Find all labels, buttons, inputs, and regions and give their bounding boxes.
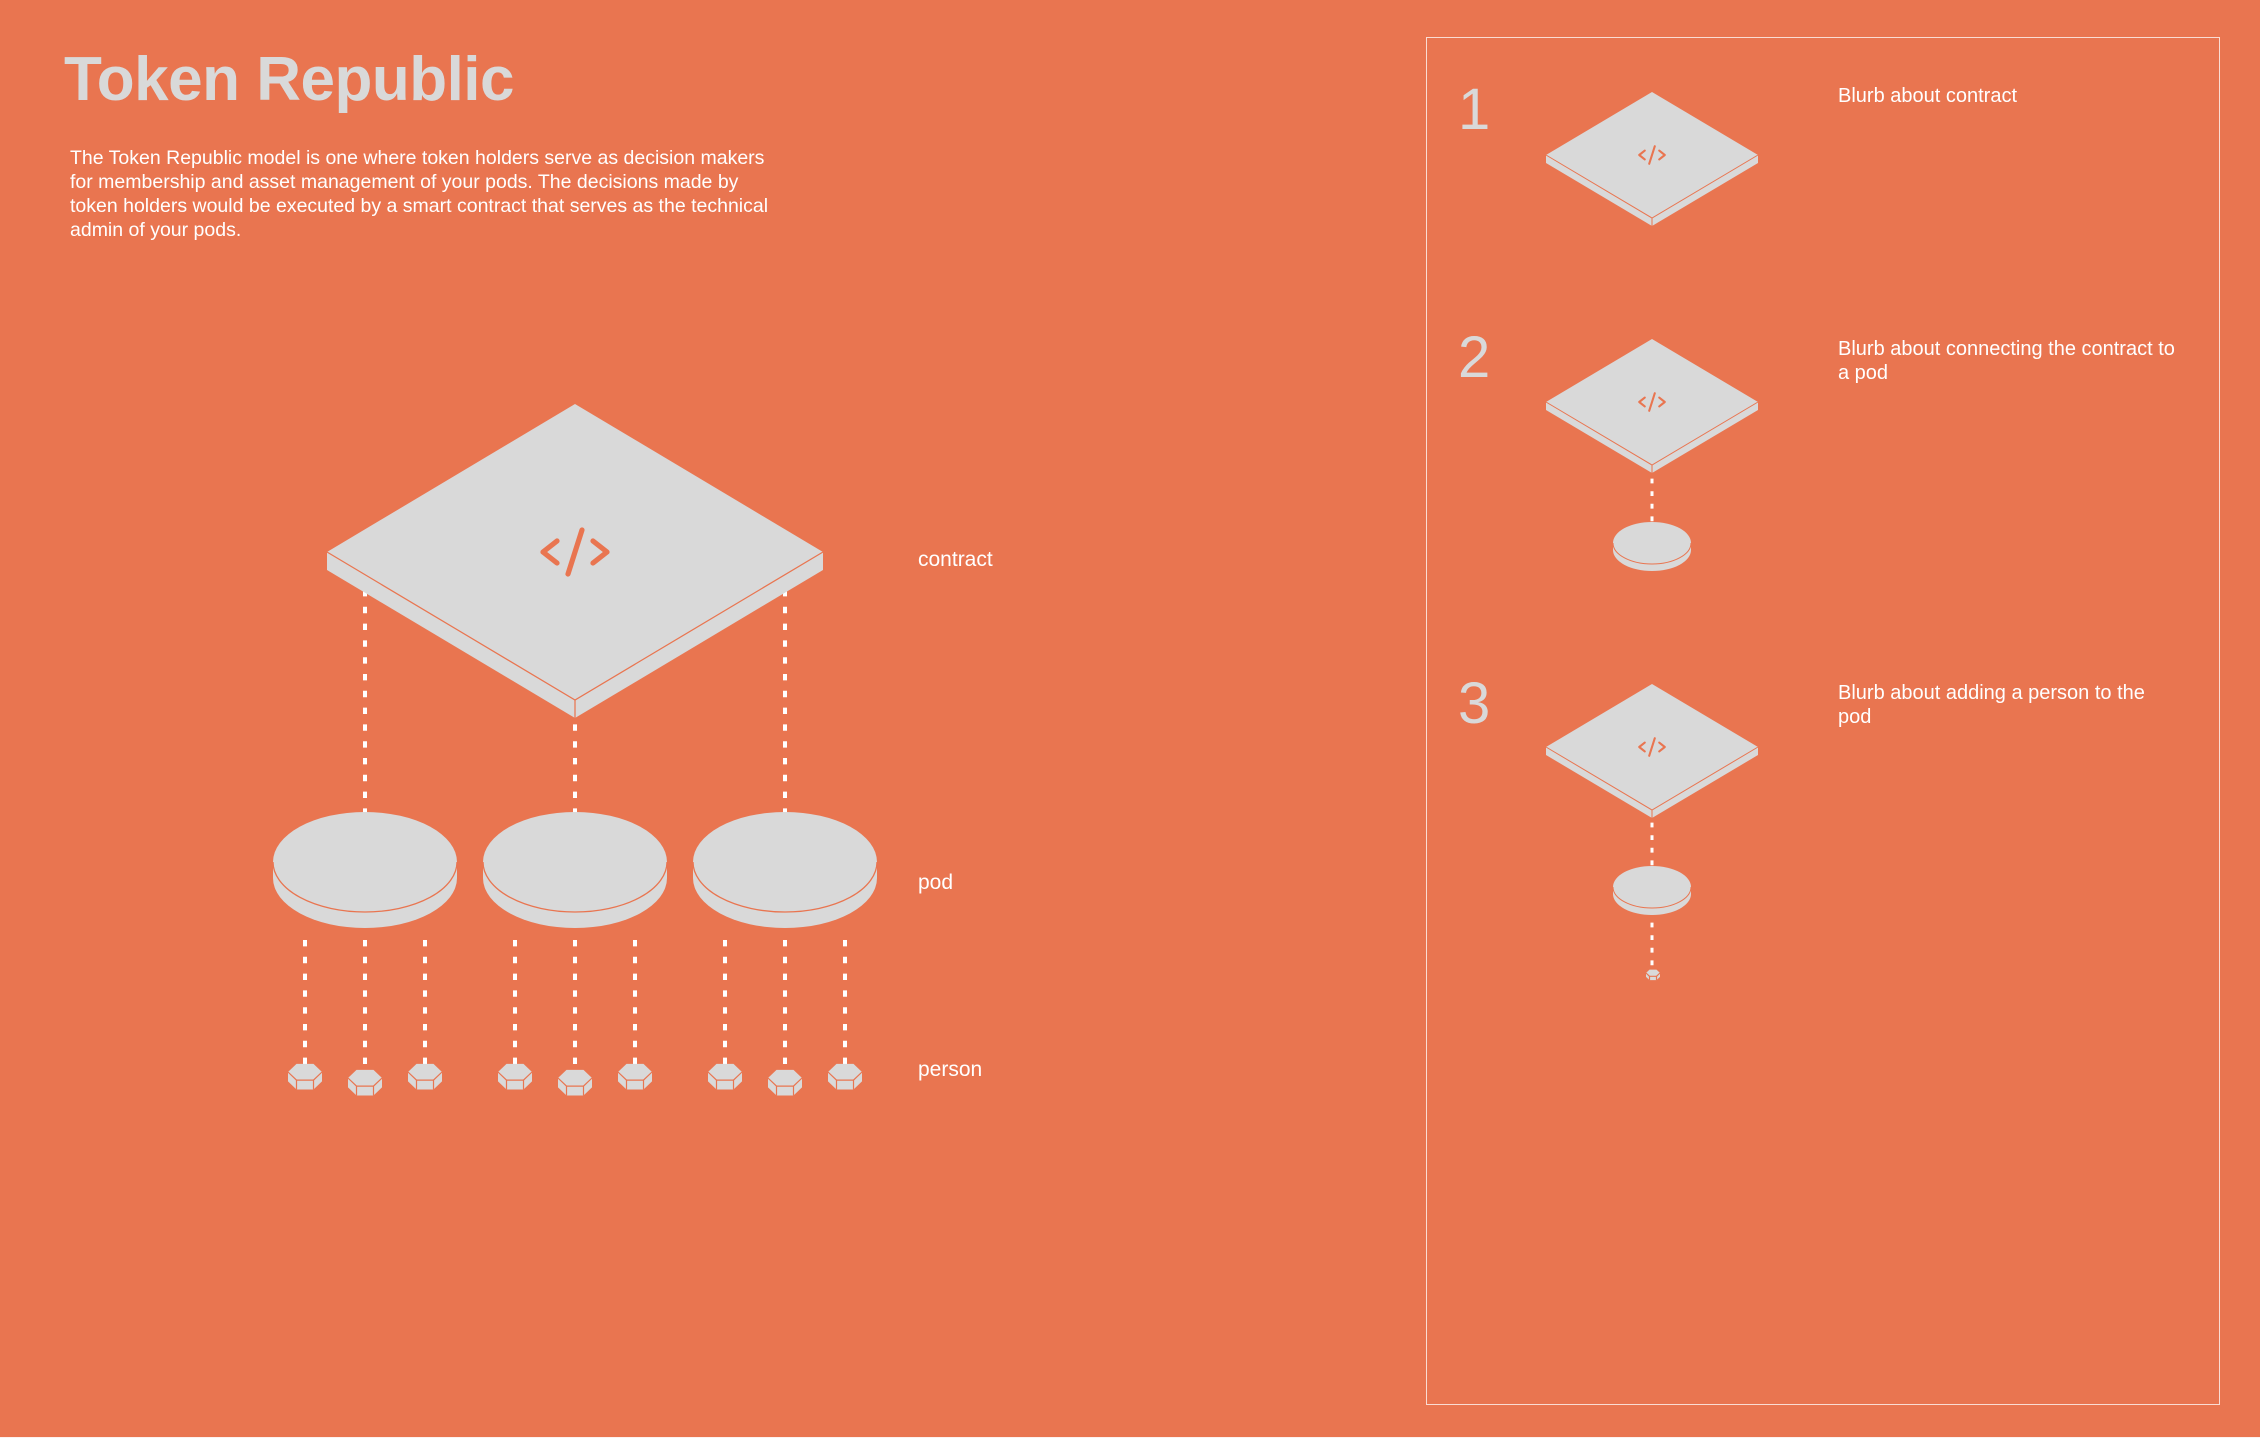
- pod-shape: [272, 812, 458, 928]
- pod-shape: [692, 812, 878, 928]
- contract-shape: [326, 404, 824, 718]
- person-shape: [707, 1063, 743, 1090]
- person-shape: [557, 1069, 593, 1096]
- step-1-blurb: Blurb about contract: [1838, 85, 2017, 107]
- step-2-contract-shape: [1545, 339, 1759, 473]
- step-2-blurb: Blurb about connecting the contract to a…: [1838, 338, 2175, 384]
- pod-label: pod: [918, 871, 954, 894]
- step-illustrations: [1545, 92, 1759, 981]
- person-group: [287, 1063, 863, 1096]
- step-2-pod-shape: [1612, 522, 1692, 571]
- person-shape: [767, 1069, 803, 1096]
- pod-shape: [482, 812, 668, 928]
- code-icon: [1638, 145, 1666, 165]
- step-3-contract-shape: [1545, 684, 1759, 818]
- step-2-number: 2: [1458, 325, 1491, 390]
- step-1-contract-shape: [1545, 92, 1759, 226]
- steps-panel: [1426, 37, 2220, 1405]
- page-title: Token Republic: [64, 45, 515, 114]
- step-3-pod-shape: [1612, 866, 1692, 915]
- person-label: person: [918, 1058, 983, 1081]
- person-shape: [827, 1063, 863, 1090]
- step-3-blurb: Blurb about adding a person to the pod: [1838, 682, 2145, 728]
- person-shape: [407, 1063, 443, 1090]
- pod-group: [272, 812, 878, 928]
- contract-slab: [326, 404, 824, 718]
- code-icon: [1638, 737, 1666, 757]
- person-shape: [497, 1063, 533, 1090]
- code-icon: [1638, 392, 1666, 412]
- page-description: The Token Republic model is one where to…: [70, 147, 769, 241]
- person-shape: [287, 1063, 323, 1090]
- step-1-number: 1: [1458, 77, 1491, 142]
- step-3-person-shape: [1645, 969, 1661, 981]
- step-3-number: 3: [1458, 671, 1491, 736]
- person-shape: [347, 1069, 383, 1096]
- contract-label: contract: [918, 548, 993, 571]
- code-icon: [540, 527, 610, 577]
- person-shape: [617, 1063, 653, 1090]
